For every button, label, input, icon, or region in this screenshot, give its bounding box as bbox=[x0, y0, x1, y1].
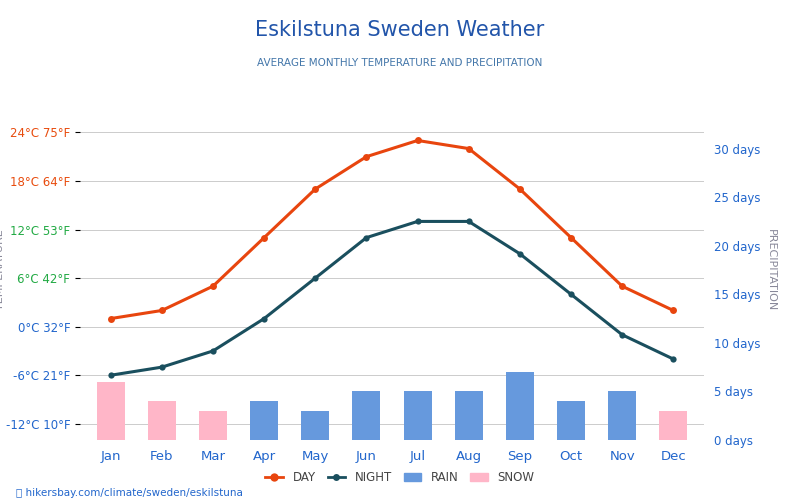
Text: AVERAGE MONTHLY TEMPERATURE AND PRECIPITATION: AVERAGE MONTHLY TEMPERATURE AND PRECIPIT… bbox=[258, 58, 542, 68]
Y-axis label: PRECIPITATION: PRECIPITATION bbox=[766, 229, 776, 311]
Bar bbox=[352, 392, 381, 440]
Bar bbox=[403, 392, 432, 440]
Bar bbox=[506, 372, 534, 440]
Text: 📍 hikersbay.com/climate/sweden/eskilstuna: 📍 hikersbay.com/climate/sweden/eskilstun… bbox=[16, 488, 243, 498]
Bar bbox=[148, 401, 176, 440]
Legend: DAY, NIGHT, RAIN, SNOW: DAY, NIGHT, RAIN, SNOW bbox=[261, 466, 539, 489]
Bar bbox=[97, 382, 125, 440]
Bar bbox=[199, 411, 227, 440]
Bar bbox=[302, 411, 330, 440]
Bar bbox=[659, 411, 687, 440]
Y-axis label: TEMPERATURE: TEMPERATURE bbox=[0, 230, 5, 310]
Bar bbox=[608, 392, 636, 440]
Bar bbox=[454, 392, 482, 440]
Text: Eskilstuna Sweden Weather: Eskilstuna Sweden Weather bbox=[255, 20, 545, 40]
Bar bbox=[557, 401, 585, 440]
Bar bbox=[250, 401, 278, 440]
